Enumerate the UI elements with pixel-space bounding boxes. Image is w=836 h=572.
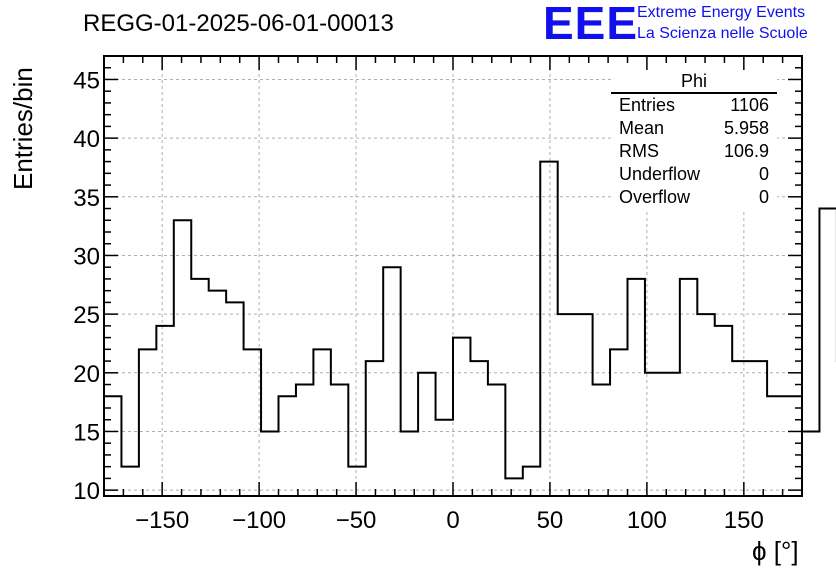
stats-label: RMS xyxy=(619,141,659,161)
y-tick-label: 20 xyxy=(73,361,100,388)
stats-value: 106.9 xyxy=(723,141,769,161)
x-tick-label: 100 xyxy=(627,507,667,534)
stats-row: Mean 5.958 xyxy=(611,117,777,140)
chart-title: REGG-01-2025-06-01-00013 xyxy=(83,10,394,37)
x-tick-label: −50 xyxy=(336,507,377,534)
histogram-series xyxy=(104,160,836,480)
x-tick-label: 150 xyxy=(724,507,764,534)
y-tick-label: 10 xyxy=(73,478,100,505)
y-tick-label: 15 xyxy=(73,419,100,446)
y-tick-label: 25 xyxy=(73,302,100,329)
stats-value: 1106 xyxy=(730,95,769,115)
stats-box: Phi Entries 1106 Mean 5.958 RMS 106.9 Un… xyxy=(611,70,777,209)
stats-label: Underflow xyxy=(619,164,701,184)
y-axis-label: Entries/bin xyxy=(8,67,38,190)
x-axis-ticks: −150 −100 −50 0 50 100 150 xyxy=(103,56,803,534)
stats-label: Overflow xyxy=(619,187,691,207)
stats-row: Entries 1106 xyxy=(611,94,777,117)
stats-value: 0 xyxy=(758,187,769,207)
stats-row: Overflow 0 xyxy=(611,186,777,209)
stats-title: Phi xyxy=(611,70,777,94)
stats-label: Entries xyxy=(619,95,676,115)
logo-line-2: La Scienza nelle Scuole xyxy=(637,25,808,42)
y-axis-ticks: 10 15 20 25 30 35 40 45 xyxy=(73,66,802,505)
logo-line-1: Extreme Energy Events xyxy=(637,4,806,21)
x-axis-label: ϕ [°] xyxy=(752,536,799,566)
y-tick-label: 35 xyxy=(73,185,100,212)
x-tick-label: −100 xyxy=(232,507,286,534)
eee-logo: EEE xyxy=(543,0,639,49)
y-tick-label: 40 xyxy=(73,126,100,153)
stats-row: RMS 106.9 xyxy=(611,140,777,163)
x-tick-label: 0 xyxy=(446,507,459,534)
stats-value: 0 xyxy=(758,164,769,184)
stats-value: 5.958 xyxy=(723,118,769,138)
x-tick-label: 50 xyxy=(537,507,564,534)
y-tick-label: 45 xyxy=(73,67,100,94)
x-tick-label: −150 xyxy=(135,507,189,534)
histogram-line xyxy=(104,160,836,480)
stats-label: Mean xyxy=(619,118,665,138)
stats-row: Underflow 0 xyxy=(611,163,777,186)
y-tick-label: 30 xyxy=(73,243,100,270)
